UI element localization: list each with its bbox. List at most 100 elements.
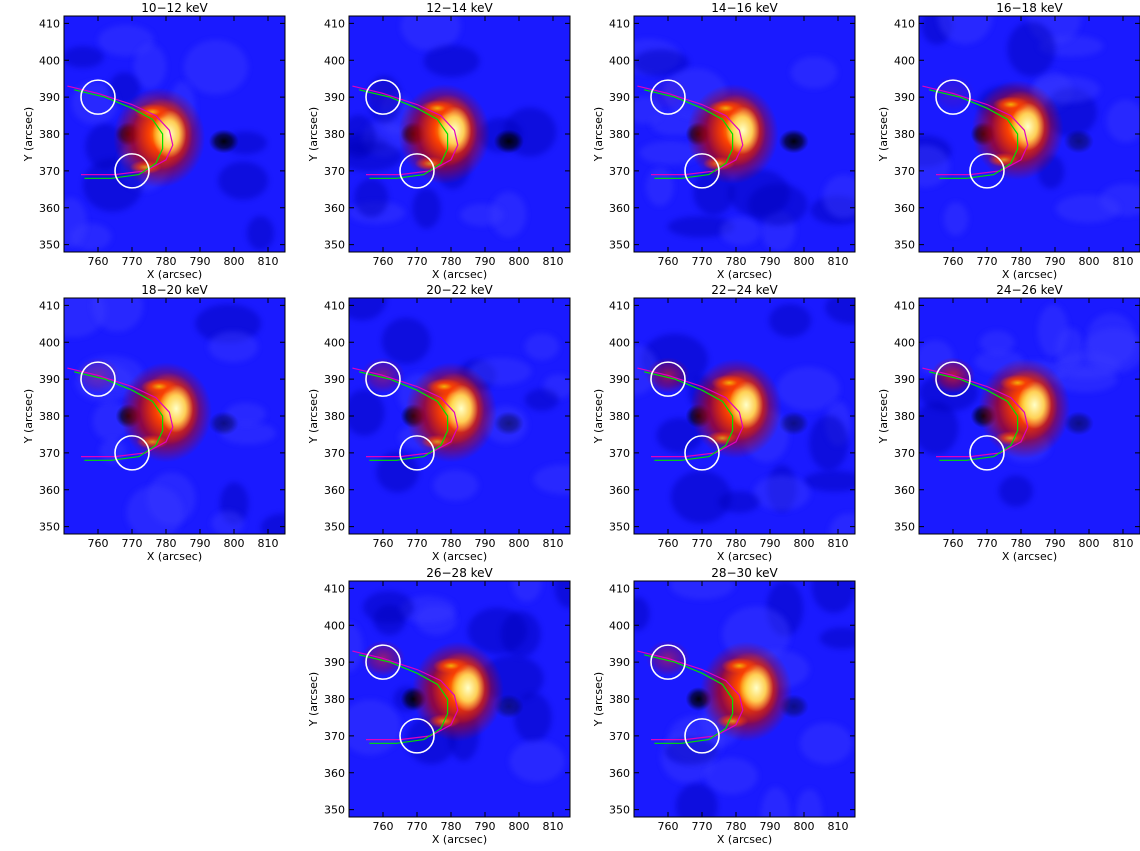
x-tick-label: 780 (726, 820, 747, 833)
green-loop-line (74, 371, 164, 461)
y-tick-label: 400 (324, 54, 345, 67)
panel-title: 14−16 keV (711, 1, 778, 15)
x-tick-label: 760 (658, 820, 679, 833)
y-tick-label: 350 (609, 239, 630, 252)
footpoint-circle-1 (80, 361, 116, 397)
y-tick-label: 410 (609, 299, 630, 312)
y-tick-label: 380 (39, 128, 60, 141)
x-tick-label: 810 (258, 255, 279, 268)
x-tick-label: 770 (407, 255, 428, 268)
y-tick-label: 410 (609, 17, 630, 30)
footpoint-circle-2 (684, 153, 720, 189)
y-tick-label: 400 (39, 54, 60, 67)
y-tick-label: 370 (324, 165, 345, 178)
x-tick-label: 810 (543, 820, 564, 833)
y-axis-label: Y (arcsec) (877, 389, 890, 444)
x-tick-label: 790 (1045, 255, 1066, 268)
y-tick-label: 350 (39, 239, 60, 252)
y-tick-label: 390 (609, 373, 630, 386)
x-axis-label: X (arcsec) (432, 268, 487, 281)
panel-title: 28−30 keV (711, 566, 778, 580)
y-tick-label: 360 (39, 202, 60, 215)
x-tick-label: 790 (475, 820, 496, 833)
x-tick-label: 800 (794, 537, 815, 550)
panel-3: 760 770 780 790 800 810 350 360 370 380 390 400 410 1… (592, 1, 856, 281)
x-tick-label: 780 (441, 820, 462, 833)
x-tick-label: 800 (224, 255, 245, 268)
y-axis-label: Y (arcsec) (592, 107, 605, 162)
y-tick-label: 370 (609, 730, 630, 743)
y-tick-label: 370 (39, 165, 60, 178)
footpoint-circle-1 (650, 644, 686, 680)
footpoint-circle-1 (80, 79, 116, 115)
x-tick-label: 790 (760, 820, 781, 833)
panel-10: 760 770 780 790 800 810 350 360 370 380 390 400 410 2… (592, 566, 856, 846)
x-axis-label: X (arcsec) (147, 550, 202, 563)
green-loop-line (359, 654, 449, 744)
green-loop-line (644, 654, 734, 744)
y-tick-label: 370 (324, 447, 345, 460)
x-axis-label: X (arcsec) (1002, 550, 1057, 563)
panel-title: 16−18 keV (996, 1, 1063, 15)
x-tick-label: 760 (373, 255, 394, 268)
panel-title: 26−28 keV (426, 566, 493, 580)
x-tick-label: 790 (190, 255, 211, 268)
x-tick-label: 790 (475, 255, 496, 268)
y-tick-label: 400 (39, 336, 60, 349)
footpoint-circle-2 (399, 153, 435, 189)
x-tick-label: 780 (156, 537, 177, 550)
y-tick-label: 360 (324, 484, 345, 497)
x-tick-label: 810 (1113, 537, 1134, 550)
x-tick-label: 770 (407, 537, 428, 550)
y-tick-label: 410 (609, 582, 630, 595)
y-tick-label: 400 (324, 619, 345, 632)
y-tick-label: 410 (894, 299, 915, 312)
y-tick-label: 360 (324, 767, 345, 780)
x-tick-label: 780 (1011, 255, 1032, 268)
y-tick-label: 360 (324, 202, 345, 215)
x-tick-label: 760 (943, 537, 964, 550)
y-tick-label: 380 (39, 410, 60, 423)
x-axis-label: X (arcsec) (717, 268, 772, 281)
y-tick-label: 350 (324, 521, 345, 534)
x-tick-label: 760 (658, 255, 679, 268)
y-tick-label: 390 (894, 373, 915, 386)
y-tick-label: 370 (609, 165, 630, 178)
footpoint-circle-1 (365, 361, 401, 397)
green-loop-line (929, 89, 1019, 179)
footpoint-circle-2 (969, 435, 1005, 471)
footpoint-circle-1 (650, 79, 686, 115)
x-tick-label: 780 (726, 537, 747, 550)
x-tick-label: 760 (943, 255, 964, 268)
x-axis-label: X (arcsec) (717, 550, 772, 563)
panel-8: 760 770 780 790 800 810 350 360 370 380 390 400 410 2… (877, 283, 1140, 563)
x-tick-label: 800 (509, 255, 530, 268)
y-tick-label: 400 (609, 54, 630, 67)
y-axis-label: Y (arcsec) (22, 389, 35, 444)
y-tick-label: 360 (609, 767, 630, 780)
footpoint-circle-2 (969, 153, 1005, 189)
y-axis-label: Y (arcsec) (307, 107, 320, 162)
panel-1: 760 770 780 790 800 810 350 360 370 380 390 400 410 1… (22, 1, 286, 281)
y-tick-label: 350 (324, 239, 345, 252)
x-tick-label: 770 (122, 537, 143, 550)
y-tick-label: 360 (894, 484, 915, 497)
footpoint-circle-2 (399, 718, 435, 754)
panel-title: 10−12 keV (141, 1, 208, 15)
y-tick-label: 380 (609, 128, 630, 141)
x-tick-label: 810 (828, 820, 849, 833)
x-axis-label: X (arcsec) (432, 550, 487, 563)
y-tick-label: 400 (609, 619, 630, 632)
y-tick-label: 360 (39, 484, 60, 497)
x-tick-label: 810 (828, 255, 849, 268)
y-tick-label: 390 (324, 91, 345, 104)
y-tick-label: 350 (894, 521, 915, 534)
y-tick-label: 370 (894, 165, 915, 178)
y-tick-label: 360 (894, 202, 915, 215)
x-tick-label: 780 (441, 537, 462, 550)
x-tick-label: 790 (760, 537, 781, 550)
y-tick-label: 380 (609, 410, 630, 423)
y-tick-label: 380 (609, 693, 630, 706)
y-tick-label: 390 (324, 656, 345, 669)
x-tick-label: 770 (692, 537, 713, 550)
